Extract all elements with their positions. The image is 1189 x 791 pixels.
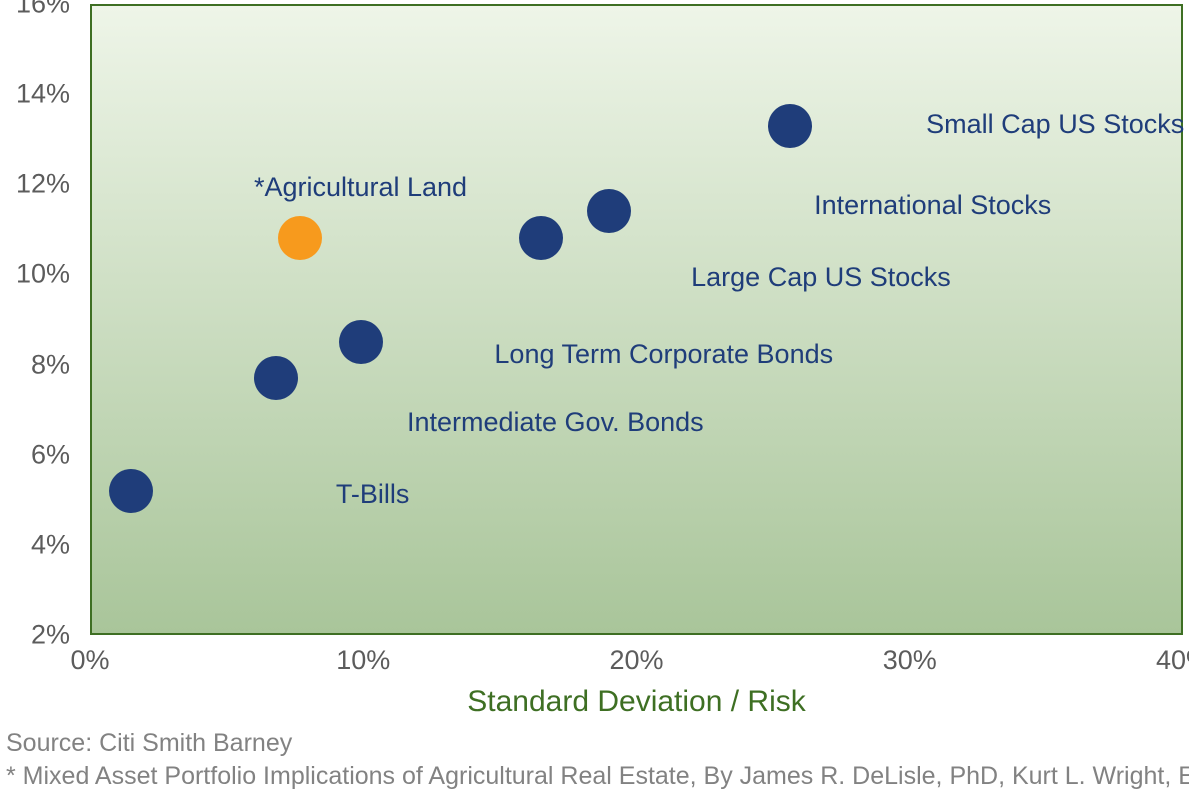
label-long-term-corp: Long Term Corporate Bonds (494, 339, 833, 370)
marker-long-term-corp (339, 320, 383, 364)
label-international-stocks: International Stocks (814, 190, 1051, 221)
y-tick-label: 8% (0, 349, 70, 380)
x-axis-label: Standard Deviation / Risk (467, 685, 806, 719)
marker-large-cap-us (519, 216, 563, 260)
label-agricultural-land: *Agricultural Land (254, 172, 467, 203)
plot-area (90, 4, 1183, 635)
label-small-cap-us: Small Cap US Stocks (926, 109, 1184, 140)
x-tick-label: 10% (323, 645, 403, 676)
y-tick-label: 12% (0, 169, 70, 200)
footnote-source: Source: Citi Smith Barney (6, 729, 292, 758)
y-tick-label: 6% (0, 439, 70, 470)
y-tick-label: 10% (0, 259, 70, 290)
x-tick-label: 20% (597, 645, 677, 676)
chart-container: { "chart": { "type": "scatter", "plot_bo… (0, 0, 1189, 791)
footnote-asterisk: * Mixed Asset Portfolio Implications of … (6, 762, 1189, 791)
x-tick-label: 0% (50, 645, 130, 676)
label-large-cap-us: Large Cap US Stocks (691, 262, 951, 293)
marker-international-stocks (587, 189, 631, 233)
marker-small-cap-us (768, 104, 812, 148)
y-tick-label: 16% (0, 0, 70, 20)
x-tick-label: 30% (870, 645, 950, 676)
y-tick-label: 14% (0, 79, 70, 110)
y-tick-label: 4% (0, 529, 70, 560)
x-tick-label: 40% (1143, 645, 1189, 676)
marker-intermediate-gov (254, 356, 298, 400)
marker-t-bills (109, 469, 153, 513)
label-t-bills: T-Bills (336, 479, 410, 510)
marker-agricultural-land (278, 216, 322, 260)
label-intermediate-gov: Intermediate Gov. Bonds (407, 407, 704, 438)
